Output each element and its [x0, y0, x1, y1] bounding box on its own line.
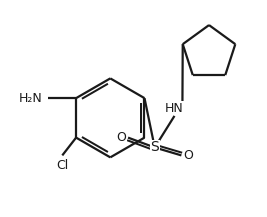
Text: H₂N: H₂N [19, 92, 42, 105]
Text: O: O [116, 131, 126, 144]
Text: Cl: Cl [56, 159, 68, 172]
Text: HN: HN [165, 102, 184, 115]
Text: S: S [150, 140, 159, 155]
Text: O: O [183, 149, 193, 162]
